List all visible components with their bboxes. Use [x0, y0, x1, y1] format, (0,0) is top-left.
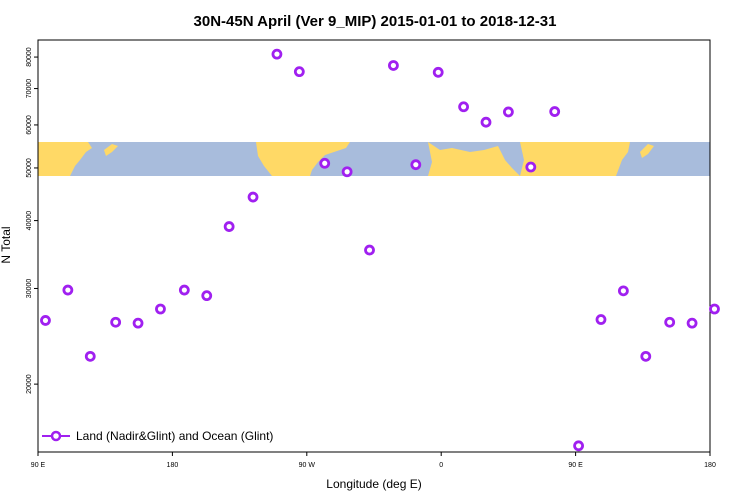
y-tick-label: 50000	[26, 158, 33, 178]
x-tick-label: 180	[167, 462, 179, 469]
x-tick-label: 0	[439, 462, 443, 469]
data-point	[573, 440, 584, 452]
y-axis-label: N Total	[0, 226, 13, 263]
y-tick-label: 80000	[26, 47, 33, 67]
data-point	[155, 303, 166, 315]
data-point	[617, 285, 629, 297]
y-tick-label: 30000	[26, 279, 33, 299]
y-axis: 20000 30000 40000 50000 60000 70000 80000	[26, 47, 38, 394]
data-point	[595, 314, 607, 325]
x-tick-label: 90 E	[31, 462, 46, 469]
data-point	[62, 284, 74, 296]
y-tick-label: 70000	[26, 79, 33, 99]
y-tick-label: 20000	[26, 374, 33, 394]
y-tick-label: 60000	[26, 115, 33, 135]
x-tick-label: 90 E	[568, 462, 583, 469]
legend: Land (Nadir&Glint) and Ocean (Glint)	[42, 429, 273, 443]
legend-marker	[50, 430, 62, 442]
data-point	[388, 60, 399, 71]
data-point	[110, 316, 122, 328]
data-point	[132, 317, 144, 329]
data-point	[201, 290, 213, 302]
data-point	[223, 221, 235, 232]
data-point	[341, 166, 353, 178]
data-point	[686, 317, 698, 329]
data-point	[364, 244, 375, 256]
data-point	[293, 66, 305, 78]
data-point	[271, 48, 283, 60]
data-point	[432, 66, 444, 78]
x-axis-label: Longitude (deg E)	[326, 477, 421, 491]
data-point	[664, 316, 676, 328]
data-point	[709, 303, 720, 315]
data-point	[178, 284, 190, 296]
land-masses	[38, 142, 654, 176]
x-tick-label: 180	[704, 462, 716, 469]
x-axis: 90 E 180 90 W 0 90 E 180	[31, 452, 716, 469]
chart-title: 30N-45N April (Ver 9_MIP) 2015-01-01 to …	[194, 13, 557, 30]
data-point	[84, 350, 96, 362]
data-point	[410, 159, 422, 171]
plot-frame	[37, 39, 711, 453]
data-point	[480, 116, 492, 128]
data-point	[525, 161, 537, 173]
data-point	[502, 106, 514, 118]
data-point	[549, 106, 561, 117]
data-point	[40, 315, 51, 326]
y-tick-label: 40000	[26, 211, 33, 231]
data-point	[247, 191, 259, 203]
map-band	[38, 142, 710, 176]
series-points	[40, 48, 720, 452]
data-point	[640, 350, 652, 362]
data-point	[458, 101, 470, 113]
data-point	[319, 157, 331, 169]
x-tick-label: 90 W	[299, 462, 316, 469]
legend-label: Land (Nadir&Glint) and Ocean (Glint)	[76, 429, 273, 443]
